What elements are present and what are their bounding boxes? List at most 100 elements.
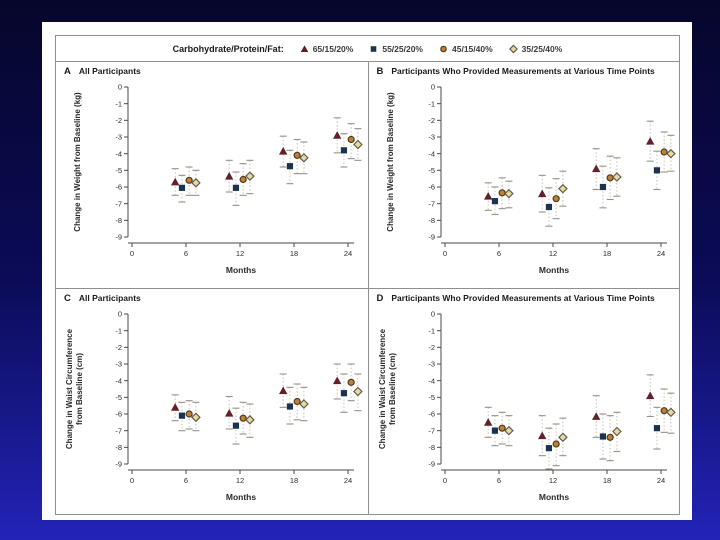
triangle-marker <box>537 431 546 440</box>
triangle-marker <box>333 131 342 139</box>
svg-text:24: 24 <box>344 476 352 485</box>
panel-title: All Participants <box>78 293 141 303</box>
series-diamond <box>191 128 363 196</box>
svg-text:Change in Waist Circumference: Change in Waist Circumference <box>65 328 74 449</box>
triangle-marker <box>537 189 546 198</box>
panel-grid: A All Participants 0 -1 -2 -3 -4 -5 -6 -7 -8 -9 0 6… <box>56 62 679 514</box>
triangle-marker <box>591 164 600 173</box>
svg-text:-6: -6 <box>115 410 122 419</box>
svg-text:12: 12 <box>548 476 556 485</box>
svg-text:-1: -1 <box>115 99 122 108</box>
svg-text:0: 0 <box>442 476 446 485</box>
circle-marker <box>660 148 668 156</box>
diamond-marker <box>299 399 309 409</box>
circle-marker <box>440 45 447 52</box>
svg-text:6: 6 <box>184 476 188 485</box>
triangle-marker <box>171 403 180 411</box>
triangle-marker <box>225 171 234 180</box>
triangle-marker <box>645 136 654 145</box>
series-triangle <box>171 117 342 196</box>
diamond-marker <box>245 414 255 425</box>
triangle-marker <box>225 408 234 417</box>
svg-text:24: 24 <box>344 249 352 258</box>
square-marker <box>340 147 348 154</box>
square-marker <box>178 184 186 191</box>
svg-text:6: 6 <box>496 249 500 258</box>
diamond-marker <box>245 171 255 182</box>
square-marker <box>232 422 240 429</box>
triangle-marker <box>171 177 180 186</box>
series-square <box>178 373 348 445</box>
panel-a: A All Participants 0 -1 -2 -3 -4 -5 -6 -7 -8 -9 0 6… <box>56 62 368 288</box>
square-marker <box>232 184 240 191</box>
diamond-marker <box>503 425 514 436</box>
svg-text:18: 18 <box>602 476 610 485</box>
diamond-marker <box>611 172 622 182</box>
svg-text:-3: -3 <box>428 133 435 142</box>
svg-text:from Baseline (cm): from Baseline (cm) <box>75 353 84 425</box>
triangle-marker <box>483 191 492 200</box>
diamond-marker <box>191 412 201 423</box>
svg-text:from Baseline (cm): from Baseline (cm) <box>388 353 397 425</box>
svg-text:-6: -6 <box>428 183 435 192</box>
panel-c: C All Participants 0 -1 -2 -3 -4 -5 -6 -7 -8 -9 0 6… <box>56 288 368 514</box>
panel-letter: C <box>64 293 71 304</box>
svg-text:12: 12 <box>548 249 556 258</box>
circle-marker-icon <box>440 45 447 52</box>
chart-c-waist-all-participants: 0 -1 -2 -3 -4 -5 -6 -7 -8 -9 0 6 12 18 24 Months Change … <box>65 310 363 502</box>
panel-c-header: C All Participants <box>56 289 368 304</box>
triangle-marker <box>645 391 654 400</box>
legend-item-label: 55/25/20% <box>382 43 423 54</box>
triangle-marker <box>483 418 492 426</box>
svg-text:-7: -7 <box>115 199 122 208</box>
circle-marker <box>347 135 355 144</box>
panel-letter: B <box>376 66 384 77</box>
svg-text:-9: -9 <box>428 233 435 242</box>
svg-text:-7: -7 <box>428 199 435 208</box>
svg-text:-9: -9 <box>428 460 435 469</box>
circle-marker <box>498 189 506 197</box>
diamond-marker <box>665 407 676 418</box>
square-marker <box>653 425 660 432</box>
svg-text:18: 18 <box>290 249 298 258</box>
diamond-marker <box>191 177 201 188</box>
legend-item-label: 45/15/40% <box>452 43 493 54</box>
diamond-marker <box>353 139 363 150</box>
svg-text:-4: -4 <box>428 149 435 158</box>
circle-marker <box>293 397 301 406</box>
square-marker <box>545 203 552 211</box>
legend-item-label: 35/25/40% <box>521 43 563 54</box>
svg-text:-7: -7 <box>428 426 435 435</box>
panel-title: Participants Who Provided Measurements a… <box>391 293 655 303</box>
svg-text:Months: Months <box>226 492 256 502</box>
svg-text:-3: -3 <box>428 360 435 369</box>
chart-b-weight-completers: 0 -1 -2 -3 -4 -5 -6 -7 -8 -9 0 6 12 18 24 Months Change … <box>386 83 676 275</box>
chart-axes: 0 -1 -2 -3 -4 -5 -6 -7 -8 -9 0 6 12 18 24 Months Change … <box>73 83 354 275</box>
square-marker <box>371 45 377 52</box>
svg-text:0: 0 <box>118 310 122 319</box>
triangle-marker <box>300 44 308 52</box>
figure-card: Carbohydrate/Protein/Fat: 65/15/20% 55/2… <box>42 22 692 520</box>
svg-text:-4: -4 <box>428 376 435 385</box>
svg-text:-8: -8 <box>115 443 122 452</box>
circle-marker <box>606 433 614 441</box>
panel-a-header: A All Participants <box>56 62 368 77</box>
svg-text:24: 24 <box>656 249 664 258</box>
series-diamond <box>191 373 363 438</box>
svg-text:-2: -2 <box>115 116 122 125</box>
svg-text:-8: -8 <box>428 216 435 225</box>
svg-text:-4: -4 <box>115 376 122 385</box>
svg-text:-8: -8 <box>115 216 122 225</box>
svg-text:6: 6 <box>184 249 188 258</box>
svg-text:-5: -5 <box>428 166 435 175</box>
chart-axes: 0 -1 -2 -3 -4 -5 -6 -7 -8 -9 0 6 12 18 24 Months Change … <box>378 310 667 502</box>
circle-marker <box>660 407 668 415</box>
legend-item-55-25-20: 55/25/20% <box>368 44 423 54</box>
diamond-marker <box>611 426 622 437</box>
series-triangle <box>483 374 654 457</box>
series-square <box>490 150 660 227</box>
svg-text:0: 0 <box>430 310 434 319</box>
svg-text:18: 18 <box>290 476 298 485</box>
square-marker <box>491 427 498 434</box>
svg-text:-4: -4 <box>115 149 122 158</box>
